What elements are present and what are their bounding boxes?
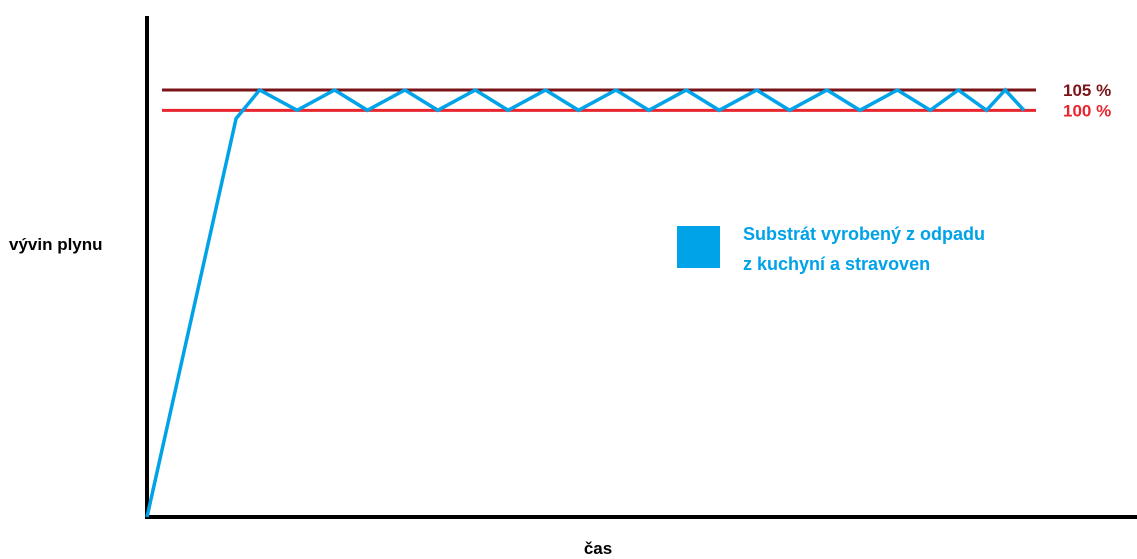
legend-label-line-2: z kuchyní a stravoven [743,254,930,274]
y-axis-label: vývin plynu [9,235,103,254]
legend-swatch [677,226,720,268]
reference-label-105: 105 % [1063,81,1111,100]
reference-label-100: 100 % [1063,101,1111,120]
x-axis-label: čas [584,539,612,558]
legend-label-line-1: Substrát vyrobený z odpadu [743,224,985,244]
series-line-1 [145,87,1026,518]
series-group [145,87,1026,518]
